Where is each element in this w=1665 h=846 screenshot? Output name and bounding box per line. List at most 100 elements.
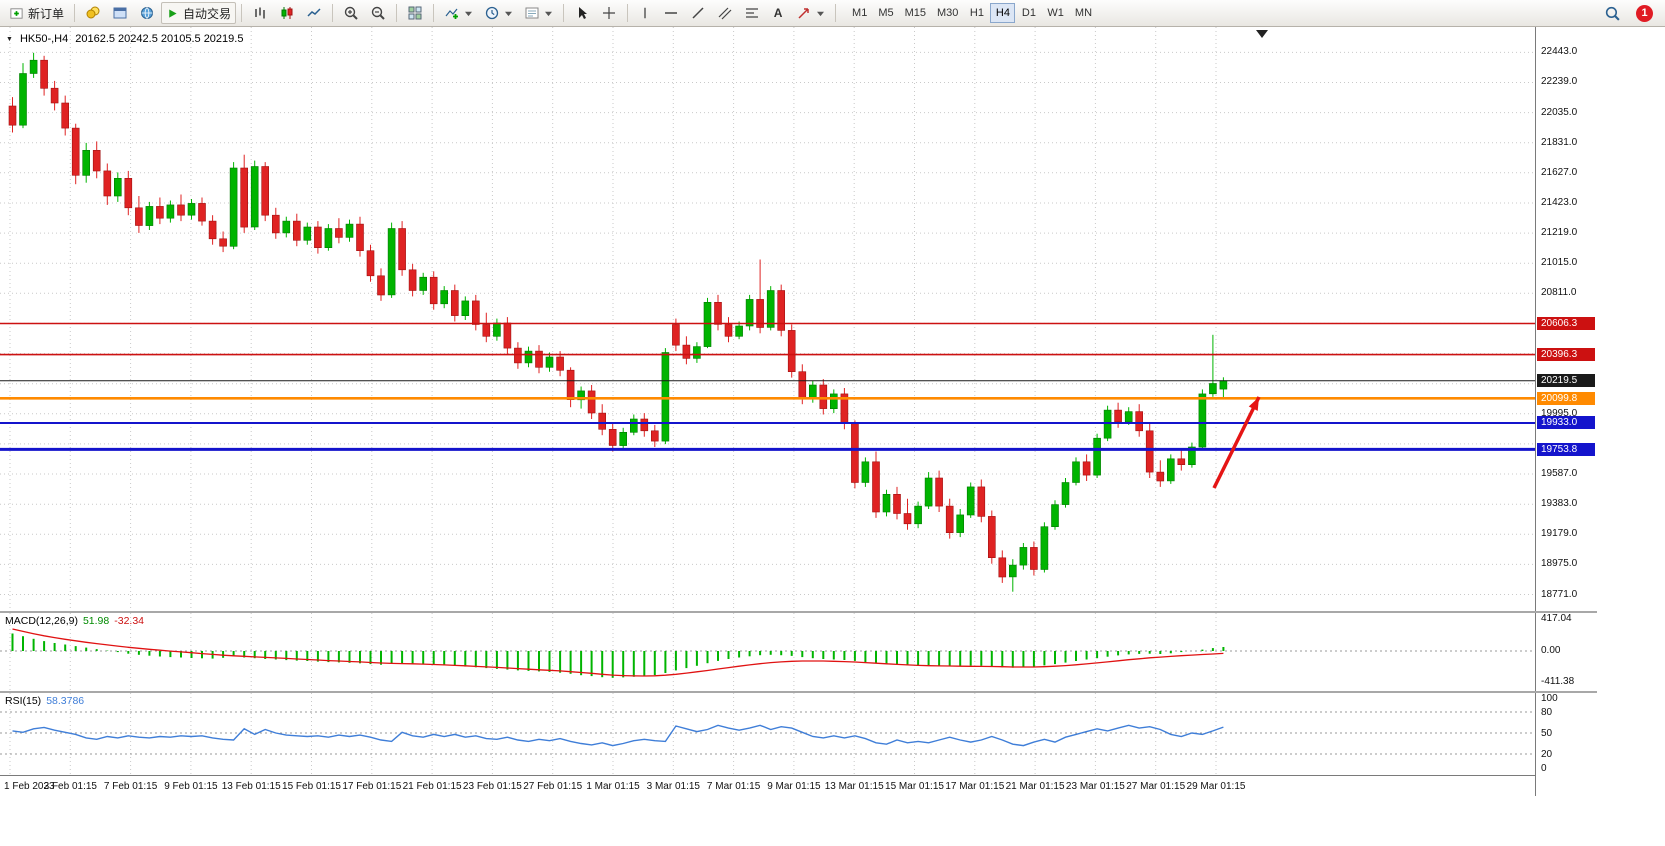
templates-button[interactable] [519, 2, 558, 24]
search-button[interactable] [1599, 2, 1626, 24]
rsi-label: RSI(15) 58.3786 [5, 695, 84, 707]
price-tick-label: 19587.0 [1541, 468, 1578, 480]
zoom-out-button[interactable] [365, 2, 391, 24]
tile-windows-button[interactable] [402, 2, 428, 24]
toolbar-separator [563, 4, 565, 22]
navigator-button[interactable] [134, 2, 160, 24]
time-tick-label: 15 Feb 01:15 [282, 781, 341, 792]
time-tick-label: 29 Mar 01:15 [1186, 781, 1246, 792]
symbol-collapse-icon[interactable]: ▼ [6, 35, 13, 43]
arrow-head [1248, 396, 1259, 411]
line-chart-icon [307, 8, 321, 17]
text-tool-button[interactable]: A [766, 2, 790, 24]
notification-badge[interactable]: 1 [1636, 4, 1653, 22]
price-tick-label: 19995.0 [1541, 407, 1578, 419]
time-tick-label: 23 Feb 01:15 [462, 781, 522, 792]
new-order-button[interactable]: 新订单 [4, 2, 69, 24]
trendline-tool-button[interactable] [685, 2, 711, 24]
text-tool-icon: A [773, 6, 783, 20]
line-chart-button[interactable] [301, 2, 327, 24]
tab-timeframe-d1[interactable]: D1 [1016, 3, 1041, 23]
price-tag: 20099.8 [1537, 391, 1595, 405]
time-tick-label: 17 Feb 01:15 [342, 781, 402, 792]
indicators-icon [445, 8, 459, 19]
macd-name: MACD(12,26,9) [5, 615, 78, 627]
indicators-button[interactable] [439, 2, 478, 24]
tab-timeframe-h4[interactable]: H4 [990, 3, 1016, 23]
zoom-in-button[interactable] [338, 2, 364, 24]
market-watch-button[interactable] [80, 2, 106, 24]
time-tick-label: 17 Mar 01:15 [945, 781, 1005, 792]
chevron-down-icon [817, 11, 825, 16]
time-tick-label: 27 Feb 01:15 [523, 781, 583, 792]
vertical-line-tool-button[interactable] [633, 2, 657, 24]
time-tick-label: 23 Mar 01:15 [1065, 781, 1125, 792]
macd-signal-line [12, 628, 1224, 677]
time-tick-label: 1 Feb 2023 [4, 781, 55, 792]
main-toolbar: 新订单 自动交易 [0, 0, 1665, 27]
toolbar-separator [241, 4, 243, 22]
candlestick-chart-button[interactable] [274, 2, 300, 24]
rsi-tick-label: 50 [1541, 728, 1553, 739]
chart-shift-marker[interactable] [1256, 30, 1268, 38]
time-tick-label: 15 Mar 01:15 [885, 781, 944, 792]
price-tick-label: 21831.0 [1541, 136, 1578, 148]
macd-tick-label: 417.04 [1541, 613, 1572, 625]
zoom-in-icon [344, 6, 358, 20]
candlestick-chart[interactable] [0, 27, 1535, 611]
price-tag: 20606.3 [1537, 317, 1595, 331]
time-tick-label: 3 Feb 01:15 [43, 781, 97, 792]
bar-chart-icon [255, 7, 265, 19]
navigator-icon [141, 7, 154, 19]
rsi-indicator-panel[interactable] [0, 693, 1535, 775]
tab-timeframe-w1[interactable]: W1 [1042, 3, 1069, 23]
time-tick-label: 3 Mar 01:15 [646, 781, 700, 792]
toolbar-separator [74, 4, 76, 22]
time-tick-label: 1 Mar 01:15 [586, 781, 640, 792]
auto-trading-label: 自动交易 [183, 6, 232, 21]
tab-timeframe-mn[interactable]: MN [1070, 3, 1097, 23]
channel-tool-button[interactable] [712, 2, 738, 24]
cursor-button[interactable] [569, 2, 595, 24]
bar-chart-button[interactable] [247, 2, 273, 24]
tab-timeframe-h1[interactable]: H1 [964, 3, 989, 23]
time-tick-label: 9 Mar 01:15 [767, 781, 821, 792]
toolbar-separator [433, 4, 435, 22]
fibonacci-tool-button[interactable] [739, 2, 765, 24]
data-window-button[interactable] [107, 2, 133, 24]
rsi-tick-label: 20 [1541, 749, 1553, 760]
time-tick-label: 27 Mar 01:15 [1126, 781, 1186, 792]
macd-indicator-panel[interactable] [0, 613, 1535, 691]
templates-icon [525, 7, 539, 19]
panel-separator[interactable] [0, 691, 1597, 693]
tile-windows-icon [408, 6, 422, 20]
rsi-line [12, 724, 1224, 747]
tab-timeframe-m1[interactable]: M1 [847, 3, 872, 23]
arrows-tool-button[interactable] [791, 2, 830, 24]
price-axis[interactable]: 22443.0 22239.0 22035.0 21831.0 21627.0 21423… [1535, 27, 1597, 796]
time-axis[interactable]: 1 Feb 2023 3 Feb 01:15 7 Feb 01:15 9 Feb 01… [0, 775, 1597, 796]
price-tick-label: 21423.0 [1541, 196, 1578, 208]
tab-timeframe-m5[interactable]: M5 [873, 3, 898, 23]
chart-symbol-label: ▼ HK50-,H4 20162.5 20242.5 20105.5 20219… [6, 33, 243, 45]
crosshair-button[interactable] [596, 2, 622, 24]
rsi-name: RSI(15) [5, 695, 42, 707]
macd-label: MACD(12,26,9) 51.98 -32.34 [5, 615, 144, 627]
panel-separator[interactable] [0, 611, 1597, 613]
price-tag: 20396.3 [1537, 348, 1595, 362]
tab-timeframe-m30[interactable]: M30 [932, 3, 963, 23]
arrow-shape-icon [798, 8, 809, 19]
periods-button[interactable] [479, 2, 518, 24]
chevron-down-icon [505, 11, 513, 16]
toolbar-separator [396, 4, 398, 22]
cursor-icon [579, 7, 588, 19]
crosshair-icon [603, 7, 616, 19]
auto-trading-button[interactable]: 自动交易 [161, 2, 237, 24]
candlestick-icon [281, 7, 293, 19]
price-tick-label: 21219.0 [1541, 227, 1578, 239]
tab-timeframe-m15[interactable]: M15 [900, 3, 931, 23]
trend-arrow-annotation[interactable] [1212, 396, 1261, 489]
price-tag: 20219.5 [1537, 374, 1595, 388]
horizontal-line-tool-button[interactable] [658, 2, 684, 24]
time-tick-label: 13 Mar 01:15 [824, 781, 884, 792]
